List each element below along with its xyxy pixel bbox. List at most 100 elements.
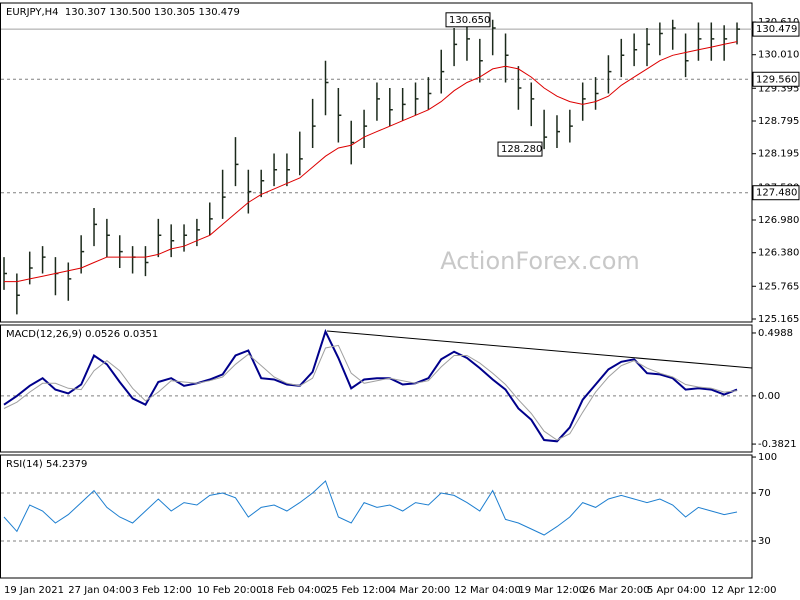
x-tick-label: 25 Feb 12:00 [326,585,392,596]
level-label: 127.480 [756,188,797,199]
price-bar [80,235,85,274]
price-bar [440,49,445,94]
price-bar [543,109,548,150]
price-bar [581,82,586,121]
price-bar [247,169,252,214]
last-price-label: 130.479 [756,24,797,35]
price-bar [337,87,342,143]
x-tick-label: 3 Feb 12:00 [133,585,192,596]
y-tick-label: 30 [758,536,771,547]
price-bar [3,257,7,290]
price-bar [414,82,419,116]
level-label: 129.560 [756,74,797,85]
price-bar [633,33,638,67]
price-bar [646,27,650,67]
y-tick-label: 126.980 [758,215,799,226]
price-bar [376,82,380,121]
price-bar [183,224,188,252]
price-bar [221,169,226,219]
x-tick-label: 5 Apr 04:00 [647,585,706,596]
series-line [3,328,738,443]
price-bar [607,55,612,94]
panel-title: EURJPY,H4 130.307 130.500 130.305 130.47… [6,7,240,18]
price-bar [41,246,46,274]
x-tick-label: 19 Jan 2021 [4,585,64,596]
price-bar [453,27,458,67]
panel-frame [0,2,753,323]
y-tick-label: 70 [758,488,771,499]
last-price-box [752,21,800,37]
x-tick-label: 12 Mar 04:00 [454,585,521,596]
price-bar [427,77,432,110]
price-bar [144,246,149,277]
price-bar [556,115,560,148]
annotation-label: 130.650 [449,15,490,26]
price-bar [209,202,213,236]
price-bar [401,87,406,121]
price-bar [594,77,599,110]
price-bar [517,66,522,110]
y-tick-label: 125.765 [758,281,799,292]
y-tick-label: -0.3821 [758,439,797,450]
price-bar [697,22,702,61]
series-line [3,480,738,536]
annotation-box [445,12,491,28]
panel-title: RSI(14) 54.2379 [6,459,87,470]
price-bar [16,273,20,315]
price-bar [569,109,573,143]
price-bar [504,33,509,83]
series-line [4,41,738,283]
watermark: ActionForex.com [440,247,640,275]
price-bar [286,153,290,187]
price-bar [530,82,535,127]
level-box [752,71,800,87]
price-bar [620,38,625,78]
price-bar [93,207,98,247]
x-tick-label: 18 Feb 04:00 [261,585,327,596]
x-tick-label: 12 Apr 12:00 [711,585,776,596]
x-tick-label: 10 Feb 20:00 [197,585,263,596]
price-bar [157,218,162,258]
price-bar [299,131,303,176]
series-line [3,344,738,441]
y-tick-label: 128.795 [758,116,799,127]
x-tick-label: 4 Mar 20:00 [390,585,450,596]
price-bar [324,60,329,116]
panel-title: MACD(12,26,9) 0.0526 0.0351 [6,329,158,340]
price-bar [466,22,470,61]
y-tick-label: 126.380 [758,248,799,259]
x-tick-label: 26 Mar 20:00 [583,585,650,596]
price-bar [196,218,200,247]
price-bar [260,169,265,198]
price-bar [170,224,175,258]
price-bar [363,109,368,148]
y-tick-label: 128.195 [758,149,799,160]
y-tick-label: 130.010 [758,50,799,61]
price-bar [67,262,72,301]
price-bar [710,22,715,61]
y-tick-label: 100 [758,452,777,463]
price-bar [723,25,728,61]
trendline [326,330,753,369]
panel-frame [0,454,753,579]
x-tick-label: 19 Mar 12:00 [518,585,585,596]
y-tick-label: 125.165 [758,314,799,325]
price-bar [479,38,483,83]
price-bar [350,120,355,165]
panel-frame [0,324,753,453]
price-bar [684,33,689,78]
price-bar [389,87,393,127]
price-bar [311,98,316,148]
price-bar [671,19,676,50]
y-tick-label: 0.00 [758,391,780,402]
y-tick-label: 0.4988 [758,328,793,339]
price-bar [234,137,239,187]
price-bar [659,22,663,56]
y-tick-label: 129.395 [758,83,799,94]
price-bar [106,218,110,258]
price-bar [273,153,278,187]
annotation-label: 128.280 [501,144,542,155]
price-bar [118,235,123,268]
